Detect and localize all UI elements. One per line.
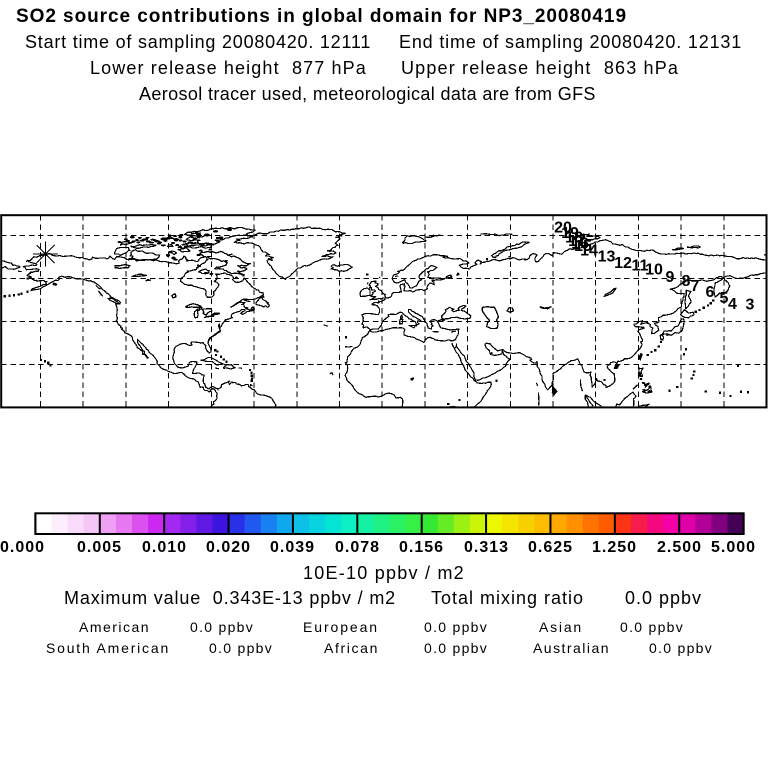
svg-text:3: 3 — [746, 296, 755, 313]
svg-text:5: 5 — [720, 290, 729, 307]
svg-text:12: 12 — [614, 255, 632, 272]
svg-text:4: 4 — [728, 296, 737, 313]
svg-text:11: 11 — [632, 257, 649, 274]
svg-text:8: 8 — [682, 273, 691, 290]
svg-text:6: 6 — [706, 284, 715, 301]
svg-text:14: 14 — [580, 242, 598, 259]
svg-text:16: 16 — [571, 235, 589, 252]
svg-text:20: 20 — [554, 219, 572, 236]
svg-text:9: 9 — [666, 269, 675, 286]
svg-text:7: 7 — [691, 278, 700, 295]
svg-text:18: 18 — [565, 229, 583, 246]
svg-text:10: 10 — [645, 261, 663, 278]
svg-text:15: 15 — [574, 238, 592, 255]
svg-text:19: 19 — [561, 225, 579, 242]
svg-text:17: 17 — [568, 233, 586, 250]
svg-text:13: 13 — [598, 248, 616, 265]
